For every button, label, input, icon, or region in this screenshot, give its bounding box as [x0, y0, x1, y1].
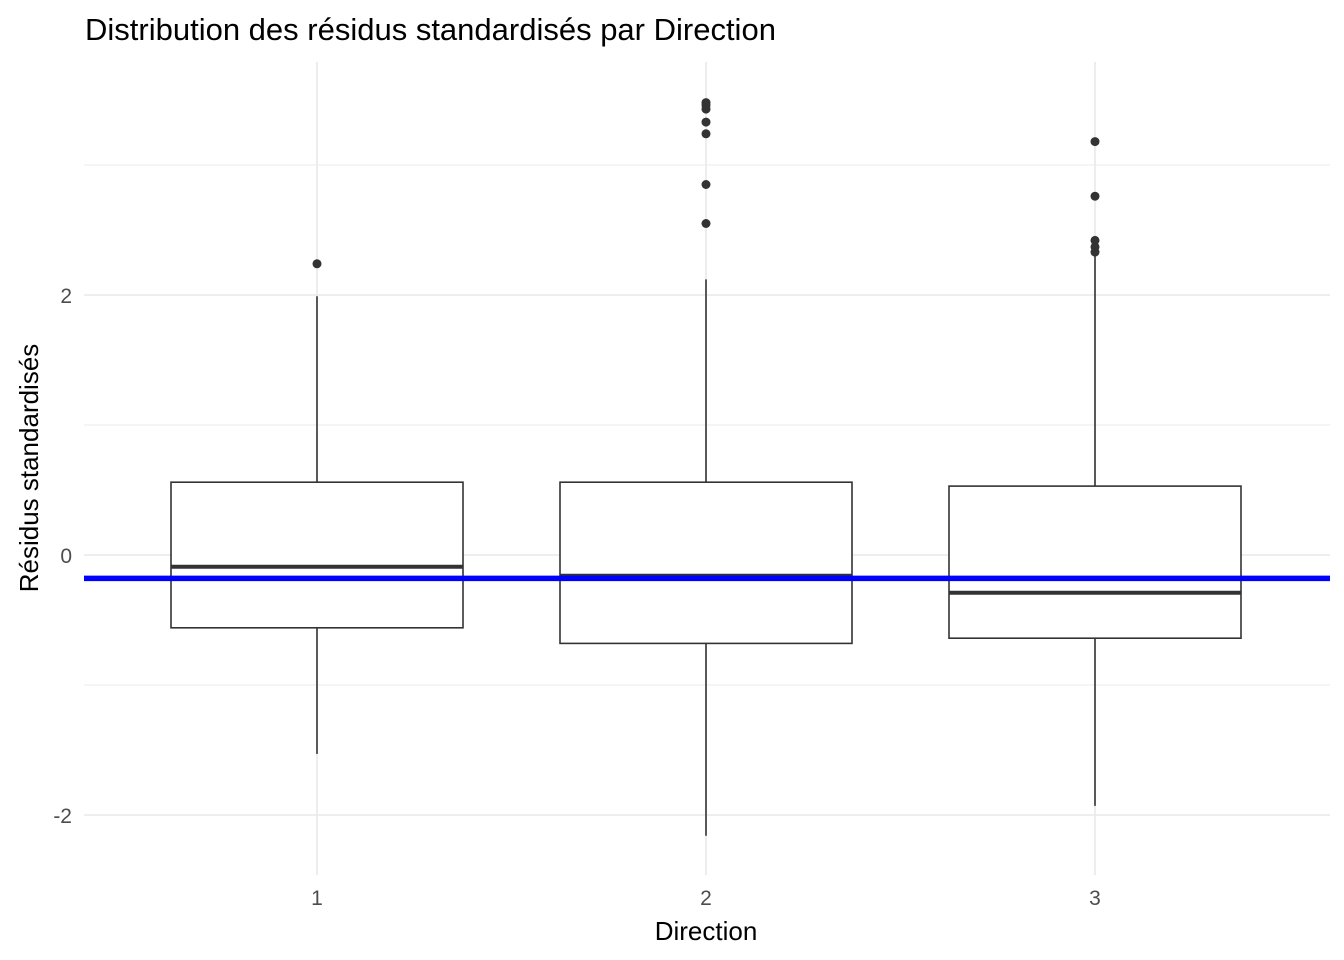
outlier-point	[1090, 191, 1100, 201]
tick-label-layer: -2 0 2 1 2 3	[53, 285, 1101, 910]
x-tick-label: 2	[700, 887, 712, 910]
y-axis-title: Résidus standardisés	[14, 344, 44, 593]
box-iqr	[948, 485, 1242, 640]
x-axis-title: Direction	[655, 916, 758, 946]
outlier-point	[1090, 137, 1100, 147]
outlier-point	[701, 117, 711, 127]
outlier-point	[1090, 242, 1100, 252]
x-tick-label: 3	[1089, 887, 1101, 910]
outlier-point	[701, 98, 711, 108]
outlier-point	[1090, 235, 1100, 245]
box-layer	[170, 98, 1242, 836]
y-tick-label: 0	[60, 545, 72, 568]
y-tick-label: 2	[60, 285, 72, 308]
chart-title: Distribution des résidus standardisés pa…	[85, 12, 776, 47]
outlier-point	[701, 219, 711, 228]
box-iqr	[559, 481, 853, 645]
outlier-point	[312, 259, 322, 269]
box-iqr	[170, 481, 464, 629]
outlier-point	[701, 129, 711, 139]
outlier-point	[701, 180, 711, 189]
y-tick-label: -2	[53, 805, 72, 828]
box-group-1	[170, 259, 464, 754]
box-group-3	[948, 137, 1242, 806]
x-tick-label: 1	[311, 887, 323, 910]
